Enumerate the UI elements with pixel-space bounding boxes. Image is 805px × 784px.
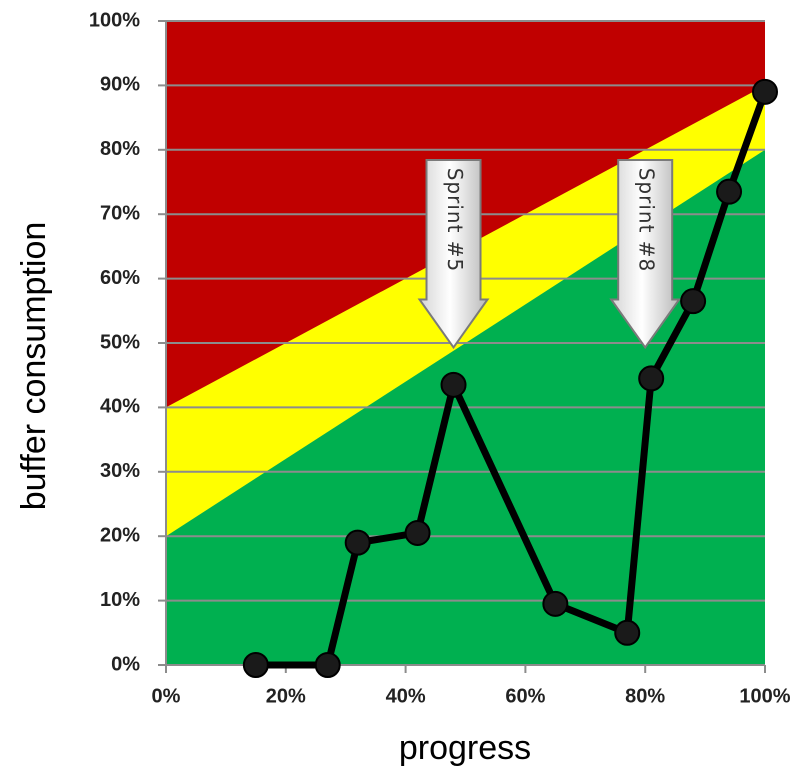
y-tick-label: 10% bbox=[100, 589, 140, 611]
x-tick-label: 60% bbox=[505, 685, 545, 707]
y-tick-label: 30% bbox=[100, 460, 140, 482]
data-point bbox=[542, 590, 569, 617]
y-tick-label: 80% bbox=[100, 138, 140, 160]
y-axis-title: buffer consumption bbox=[15, 222, 53, 511]
data-point bbox=[638, 365, 665, 392]
x-axis-title: progress bbox=[399, 729, 531, 767]
annotation-label: Sprint #8 bbox=[635, 168, 659, 273]
x-tick-label: 100% bbox=[739, 685, 790, 707]
data-point bbox=[314, 652, 341, 678]
y-tick-label: 0% bbox=[111, 653, 140, 675]
series-layer bbox=[242, 78, 778, 678]
y-tick-label: 40% bbox=[100, 396, 140, 418]
ticks-layer: 0% 10% 20% 30% 40% 50% 60% 70% 80% 90% 100% 0% 20% 40… bbox=[89, 9, 791, 707]
y-tick-label: 70% bbox=[100, 202, 140, 224]
annotation-arrow bbox=[417, 159, 490, 350]
y-tick-label: 20% bbox=[100, 524, 140, 546]
y-tick-label: 100% bbox=[89, 9, 140, 31]
annotations-layer: Sprint #5 Sprint #8 bbox=[417, 159, 682, 350]
data-point bbox=[680, 288, 707, 315]
data-point bbox=[404, 519, 431, 546]
data-point bbox=[242, 652, 269, 678]
x-tick-label: 40% bbox=[386, 685, 426, 707]
data-point bbox=[614, 619, 641, 646]
annotation-label: Sprint #5 bbox=[443, 168, 467, 273]
x-tick-label: 20% bbox=[266, 685, 306, 707]
data-point bbox=[344, 529, 371, 556]
y-tick-label: 90% bbox=[100, 74, 140, 96]
data-point bbox=[440, 371, 467, 398]
x-tick-label: 80% bbox=[625, 685, 665, 707]
y-tick-label: 60% bbox=[100, 267, 140, 289]
data-point bbox=[716, 178, 743, 205]
x-tick-label: 0% bbox=[152, 685, 181, 707]
y-tick-label: 50% bbox=[100, 331, 140, 353]
annotation-arrow bbox=[609, 159, 682, 350]
data-point bbox=[752, 78, 778, 105]
